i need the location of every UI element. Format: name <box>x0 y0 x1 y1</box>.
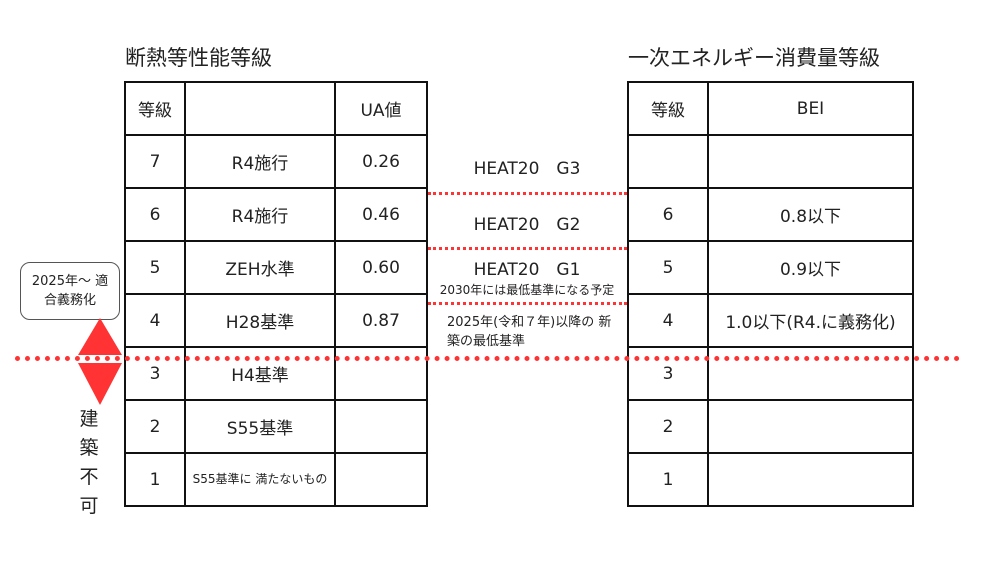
name-cell: R4施行 <box>184 134 336 189</box>
header-grade: 等級 <box>627 81 709 136</box>
grade-cell: 6 <box>627 187 709 242</box>
heat20-g1-label: HEAT20 G1 <box>473 260 581 280</box>
ua-cell: 0.87 <box>334 293 428 348</box>
grade-cell: 5 <box>627 240 709 295</box>
name-cell: ZEH水準 <box>184 240 336 295</box>
ua-cell <box>334 452 428 507</box>
table-row: 1 <box>627 452 914 507</box>
table-row: 5 0.9以下 <box>627 240 914 295</box>
insulation-grade-table: 等級 UA値 7 R4施行 0.26 6 R4施行 0.46 5 ZEH水準 0.60 4 H28基… <box>124 81 428 507</box>
grade-cell: 3 <box>627 346 709 401</box>
bei-cell <box>707 399 914 454</box>
name-cell: S55基準 <box>184 399 336 454</box>
header-bei: BEI <box>707 81 914 136</box>
grade-cell: 5 <box>124 240 186 295</box>
grade-cell: 3 <box>124 346 186 401</box>
grade-cell: 2 <box>124 399 186 454</box>
name-cell: S55基準に 満たないもの <box>184 452 336 507</box>
callout-bubble: 2025年〜 適合義務化 <box>20 262 120 320</box>
right-table-title: 一次エネルギー消費量等級 <box>628 46 880 70</box>
arrow-down-icon <box>78 363 122 405</box>
table-row: 2 <box>627 399 914 454</box>
ua-cell: 0.46 <box>334 187 428 242</box>
grade-cell: 4 <box>124 293 186 348</box>
header-grade: 等級 <box>124 81 186 136</box>
grade-cell: 4 <box>627 293 709 348</box>
g1-note: 2030年には最低基準になる予定 <box>439 283 615 297</box>
name-cell: H28基準 <box>184 293 336 348</box>
arrow-up-icon <box>78 318 122 355</box>
header-blank <box>184 81 336 136</box>
left-table-title: 断熱等性能等級 <box>125 46 272 70</box>
grade-cell: 7 <box>124 134 186 189</box>
ua-cell <box>334 346 428 401</box>
table-row: 4 1.0以下(R4.に義務化) <box>627 293 914 348</box>
ua-cell: 0.26 <box>334 134 428 189</box>
name-cell: H4基準 <box>184 346 336 401</box>
heat20-g2-label: HEAT20 G2 <box>473 215 581 235</box>
name-cell: R4施行 <box>184 187 336 242</box>
grade-cell: 6 <box>124 187 186 242</box>
grade-cell: 1 <box>627 452 709 507</box>
divider-dotted <box>428 192 627 195</box>
table-row: 5 ZEH水準 0.60 <box>124 240 428 295</box>
table-row: 6 R4施行 0.46 <box>124 187 428 242</box>
table-row: 1 S55基準に 満たないもの <box>124 452 428 507</box>
table-row: 4 H28基準 0.87 <box>124 293 428 348</box>
divider-dotted <box>428 247 627 250</box>
energy-grade-table: 等級 BEI 6 0.8以下 5 0.9以下 4 1.0以下(R4.に義務化) 3 2 1 <box>627 81 914 507</box>
grade-cell <box>627 134 709 189</box>
table-header: 等級 BEI <box>627 81 914 136</box>
callout-text: 2025年〜 適合義務化 <box>31 274 109 308</box>
table-header: 等級 UA値 <box>124 81 428 136</box>
not-buildable-label: 建築不可 <box>79 408 99 517</box>
bei-cell <box>707 134 914 189</box>
bei-cell <box>707 452 914 507</box>
grade-cell: 2 <box>627 399 709 454</box>
table-row: 2 S55基準 <box>124 399 428 454</box>
bei-cell: 1.0以下(R4.に義務化) <box>707 293 914 348</box>
double-arrow-icon <box>78 318 122 405</box>
table-row: 6 0.8以下 <box>627 187 914 242</box>
bei-cell <box>707 346 914 401</box>
table-row: 7 R4施行 0.26 <box>124 134 428 189</box>
ua-cell: 0.60 <box>334 240 428 295</box>
minimum-standard-line <box>15 356 960 361</box>
bei-cell: 0.9以下 <box>707 240 914 295</box>
grade-cell: 1 <box>124 452 186 507</box>
grade4-note: 2025年(令和７年)以降の 新築の最低基準 <box>447 315 612 349</box>
table-row: 3 H4基準 <box>124 346 428 401</box>
ua-cell <box>334 399 428 454</box>
bei-cell: 0.8以下 <box>707 187 914 242</box>
divider-dotted <box>428 302 627 305</box>
table-row <box>627 134 914 189</box>
header-ua: UA値 <box>334 81 428 136</box>
heat20-g3-label: HEAT20 G3 <box>473 159 581 179</box>
table-row: 3 <box>627 346 914 401</box>
